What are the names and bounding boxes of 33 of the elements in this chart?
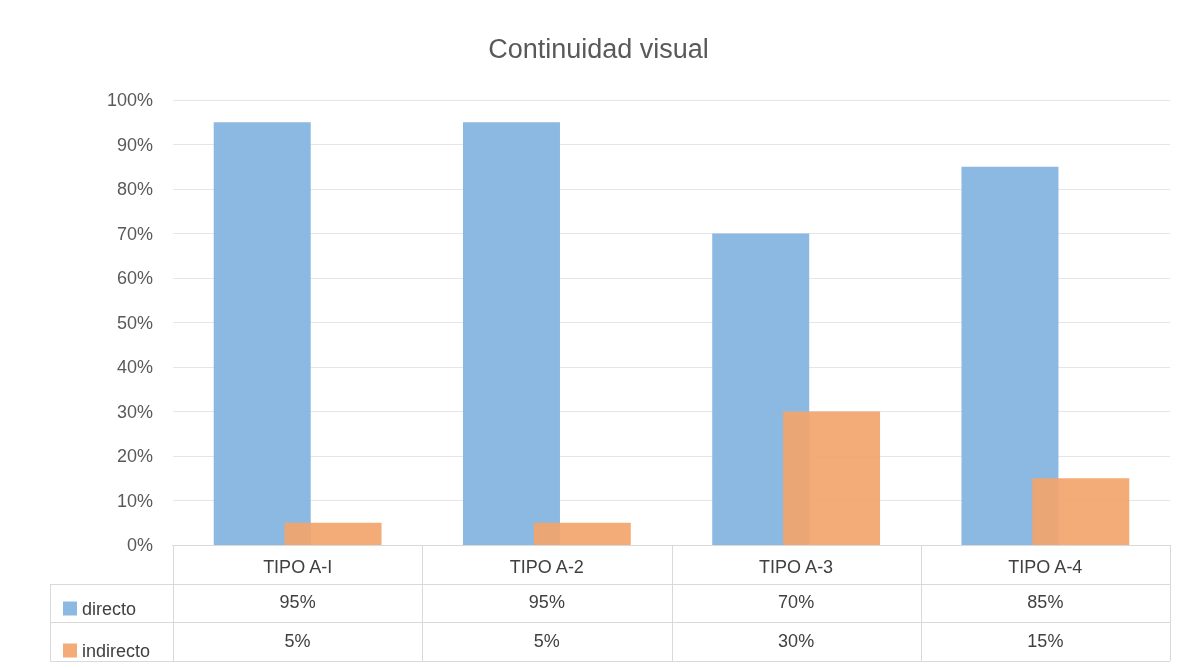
x-tick-label: TIPO A-3 [759, 557, 834, 577]
y-tick-label: 40% [116, 357, 153, 377]
data-label: 85% [1026, 591, 1065, 615]
data-label: 5% [532, 629, 561, 653]
data-label: 95% [527, 591, 566, 615]
bar [533, 522, 631, 545]
data-label: 70% [777, 591, 816, 615]
legend-label: indirecto [82, 640, 151, 661]
y-tick-label: 100% [106, 90, 153, 110]
bar [783, 411, 881, 545]
data-label: 15% [1026, 629, 1065, 653]
y-tick-label: 80% [116, 179, 153, 199]
bar [1032, 478, 1130, 545]
y-tick-label: 30% [116, 401, 153, 422]
bar [284, 522, 382, 545]
y-tick-label: 70% [116, 223, 153, 244]
bar [961, 166, 1059, 545]
y-tick-label: 10% [116, 490, 153, 511]
chart-title: Continuidad visual [488, 33, 709, 64]
data-label: 95% [278, 591, 317, 615]
x-tick-label: TIPO A-I [263, 557, 333, 577]
bar [462, 122, 560, 545]
x-tick-label: TIPO A-2 [509, 557, 584, 577]
data-label: 30% [777, 629, 816, 653]
x-tick-label: TIPO A-4 [1008, 557, 1083, 577]
data-label: 5% [283, 629, 312, 653]
y-tick-label: 50% [116, 312, 153, 333]
y-tick-label: 60% [116, 268, 153, 288]
y-tick-label: 20% [116, 446, 153, 466]
legend-label: directo [82, 598, 137, 619]
y-tick-label: 90% [116, 134, 153, 155]
bar [213, 122, 311, 545]
y-tick-label: 0% [126, 535, 153, 555]
